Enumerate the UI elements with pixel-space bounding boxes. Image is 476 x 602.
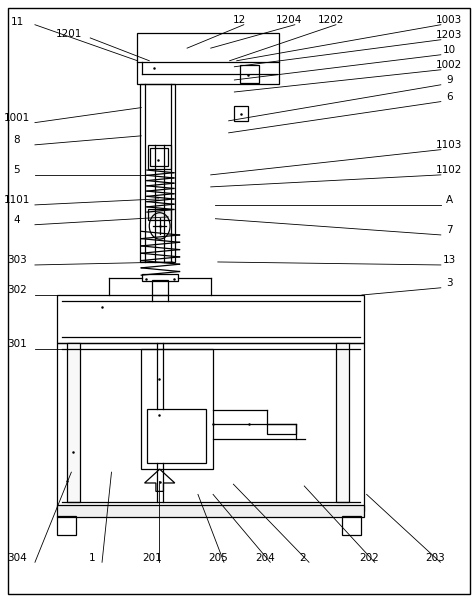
Text: 13: 13 bbox=[443, 255, 456, 265]
Text: 9: 9 bbox=[446, 75, 453, 85]
Bar bbox=[268, 424, 296, 434]
Bar bbox=[147, 409, 206, 463]
Bar bbox=[57, 516, 76, 535]
Bar bbox=[142, 274, 178, 281]
Text: 7: 7 bbox=[446, 225, 453, 235]
Bar bbox=[141, 349, 213, 469]
Polygon shape bbox=[145, 469, 175, 491]
Text: 1201: 1201 bbox=[56, 29, 82, 39]
Bar bbox=[57, 343, 364, 511]
Text: 303: 303 bbox=[7, 255, 27, 265]
Text: 4: 4 bbox=[14, 215, 20, 225]
Text: 1002: 1002 bbox=[436, 60, 463, 70]
Bar bbox=[57, 505, 364, 517]
Text: 2: 2 bbox=[299, 553, 306, 563]
Text: 1204: 1204 bbox=[276, 15, 302, 25]
Text: 10: 10 bbox=[443, 45, 456, 55]
Bar bbox=[150, 148, 168, 166]
Bar bbox=[240, 65, 259, 83]
Text: 11: 11 bbox=[10, 17, 24, 26]
Text: 203: 203 bbox=[425, 553, 445, 563]
Bar bbox=[152, 280, 168, 295]
Bar bbox=[336, 343, 349, 502]
Text: 205: 205 bbox=[208, 553, 228, 563]
Text: 202: 202 bbox=[359, 553, 379, 563]
Bar bbox=[67, 343, 80, 502]
Text: 204: 204 bbox=[255, 553, 275, 563]
Text: 6: 6 bbox=[446, 92, 453, 102]
Bar bbox=[138, 33, 279, 84]
Text: 1103: 1103 bbox=[436, 140, 463, 150]
Text: 1: 1 bbox=[89, 553, 96, 563]
Bar bbox=[342, 516, 361, 535]
Text: 1203: 1203 bbox=[436, 30, 463, 40]
Text: 1202: 1202 bbox=[318, 15, 344, 25]
Text: 1001: 1001 bbox=[4, 113, 30, 123]
Text: 301: 301 bbox=[7, 340, 27, 349]
Text: A: A bbox=[446, 195, 453, 205]
Text: 304: 304 bbox=[7, 553, 27, 563]
Text: 1102: 1102 bbox=[436, 165, 463, 175]
Bar bbox=[57, 295, 364, 343]
Text: 201: 201 bbox=[142, 553, 161, 563]
Bar bbox=[234, 106, 248, 121]
Text: 1101: 1101 bbox=[4, 195, 30, 205]
Text: 5: 5 bbox=[14, 165, 20, 175]
Text: 302: 302 bbox=[7, 285, 27, 295]
Bar bbox=[148, 209, 171, 220]
Text: 1003: 1003 bbox=[436, 15, 463, 25]
Text: 12: 12 bbox=[232, 15, 246, 25]
Text: 3: 3 bbox=[446, 278, 453, 288]
Text: 8: 8 bbox=[14, 135, 20, 145]
Bar bbox=[140, 84, 175, 262]
Bar bbox=[148, 145, 171, 169]
